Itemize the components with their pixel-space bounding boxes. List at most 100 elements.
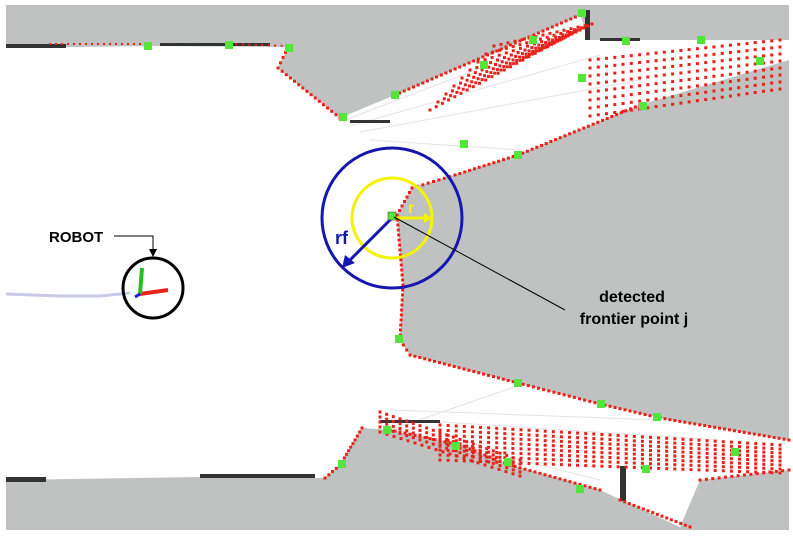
obstacle-cell — [781, 469, 785, 473]
obstacle-cell — [681, 467, 685, 471]
obstacle-cell — [515, 61, 519, 65]
rf-arrow-line — [346, 216, 394, 264]
obstacle-cell — [427, 445, 431, 449]
obstacle-cell — [624, 465, 628, 469]
obstacle-cell — [738, 445, 741, 449]
obstacle-cell — [535, 438, 539, 442]
obstacle-cell — [483, 74, 486, 78]
obstacle-cell — [713, 464, 717, 468]
obstacle-cell — [445, 442, 449, 446]
obstacle-cell — [527, 55, 531, 59]
obstacle-cell — [738, 441, 741, 445]
obstacle-cell — [753, 55, 757, 59]
obstacle-cell — [527, 457, 531, 461]
obstacle-cell — [681, 442, 685, 446]
obstacle-cell — [449, 69, 452, 73]
obstacle-cell — [698, 423, 702, 427]
obstacle-cell — [468, 447, 472, 451]
obstacle-cell — [624, 461, 628, 465]
obstacle-cell — [689, 451, 693, 454]
obstacle-cell — [569, 27, 573, 31]
obstacle-cell — [518, 470, 522, 474]
obstacle-cell — [447, 98, 451, 102]
obstacle-cell — [493, 71, 497, 75]
obstacle-cell — [568, 132, 572, 136]
obstacle-cell — [398, 417, 402, 421]
frontier-point — [578, 74, 586, 82]
obstacle-cell — [391, 420, 395, 423]
obstacle-cell — [511, 451, 515, 455]
obstacle-cell — [103, 43, 105, 45]
obstacle-cell — [505, 466, 509, 470]
obstacle-cell — [632, 443, 636, 447]
obstacle-cell — [679, 64, 683, 67]
obstacle-cell — [564, 19, 568, 23]
obstacle-cell — [543, 448, 547, 452]
obstacle-cell — [572, 28, 576, 32]
obstacle-cell — [746, 445, 750, 449]
obstacle-cell — [663, 417, 667, 421]
obstacle-cell — [721, 456, 725, 460]
obstacle-cell — [738, 453, 741, 457]
obstacle-cell — [596, 57, 600, 61]
obstacle-cell — [438, 423, 442, 427]
obstacle-cell — [633, 105, 637, 109]
obstacle-cell — [471, 85, 475, 89]
obstacle-cell — [400, 303, 404, 307]
obstacle-cell — [453, 173, 457, 177]
obstacle-cell — [401, 283, 405, 287]
obstacle-cell — [778, 80, 782, 84]
obstacle-cell — [471, 451, 475, 455]
obstacle-cell — [654, 105, 658, 109]
obstacle-cell — [704, 90, 708, 94]
obstacle-cell — [704, 477, 708, 481]
obstacle-cell — [586, 124, 590, 128]
obstacle-cell — [608, 438, 612, 441]
obstacle-cell — [671, 80, 675, 84]
obstacle-cell — [616, 447, 620, 451]
obstacle-cell — [85, 43, 87, 45]
obstacle-cell — [443, 440, 447, 444]
obstacle-cell — [538, 471, 542, 475]
obstacle-cell — [543, 434, 547, 438]
obstacle-cell — [665, 467, 669, 471]
obstacle-cell — [774, 469, 778, 473]
obstacle-cell — [462, 444, 466, 448]
obstacle-cell — [458, 437, 462, 441]
obstacle-cell — [491, 50, 495, 54]
obstacle-cell — [401, 278, 405, 282]
obstacle-cell — [673, 437, 677, 441]
obstacle-cell — [509, 53, 513, 57]
obstacle-cell — [438, 444, 442, 448]
obstacle-cell — [713, 439, 717, 443]
obstacle-cell — [91, 43, 93, 45]
obstacle-cell — [524, 55, 528, 59]
obstacle-cell — [772, 436, 776, 439]
obstacle-cell — [476, 77, 480, 81]
obstacle-cell — [441, 450, 445, 454]
frontier-point — [597, 400, 605, 408]
obstacle-cell — [472, 59, 476, 63]
obstacle-cell — [448, 441, 452, 445]
obstacle-cell — [462, 429, 466, 433]
obstacle-cell — [704, 98, 708, 102]
obstacle-cell — [592, 455, 596, 459]
obstacle-cell — [712, 52, 716, 56]
obstacle-cell — [476, 461, 480, 465]
obstacle-cell — [491, 453, 495, 457]
obstacle-cell — [728, 58, 732, 62]
robot-circle — [121, 256, 185, 320]
obstacle-cell — [512, 62, 516, 66]
obstacle-cell — [655, 512, 659, 516]
obstacle-cell — [568, 458, 571, 462]
obstacle-cell — [531, 49, 535, 53]
obstacle-cell — [762, 450, 766, 454]
obstacle-cell — [745, 63, 749, 67]
obstacle-cell — [568, 31, 572, 34]
obstacle-cell — [695, 47, 699, 51]
obstacle-cell — [723, 427, 726, 431]
obstacle-cell — [528, 52, 531, 56]
obstacle-cell — [544, 41, 548, 44]
obstacle-cell — [621, 109, 625, 113]
obstacle-cell — [605, 104, 608, 108]
